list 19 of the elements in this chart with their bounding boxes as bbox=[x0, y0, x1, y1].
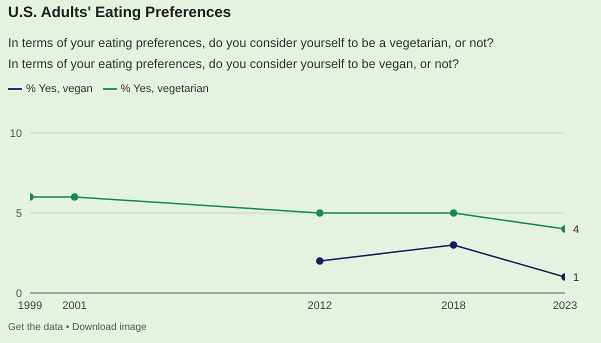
point bbox=[316, 209, 324, 217]
chart-title: U.S. Adults' Eating Preferences bbox=[8, 4, 232, 21]
legend-label: % Yes, vegan bbox=[26, 82, 93, 95]
y-tick-label: 0 bbox=[16, 288, 22, 300]
x-tick-label: 2023 bbox=[552, 300, 578, 312]
data-label: 1 bbox=[573, 272, 580, 284]
x-tick-label: 1999 bbox=[18, 300, 42, 312]
text: Get the data • Download image bbox=[8, 322, 147, 333]
x-tick-label: 2012 bbox=[308, 300, 332, 312]
point bbox=[316, 257, 324, 265]
y-tick-label: 10 bbox=[10, 128, 22, 140]
chart-subtitle: In terms of your eating preferences, do you consider yourself to be a vegetarian, or not? In terms of your eating preferences, do you consider yourself to be vegan, or not? bbox=[8, 35, 494, 73]
x-tick-label: 2001 bbox=[62, 300, 87, 312]
point bbox=[450, 209, 458, 217]
legend-label: % Yes, vegetarian bbox=[120, 82, 209, 95]
data-label: 4 bbox=[573, 224, 580, 236]
y-tick-label: 5 bbox=[16, 208, 22, 220]
point bbox=[450, 241, 458, 249]
x-tick-label: 2018 bbox=[441, 300, 466, 312]
